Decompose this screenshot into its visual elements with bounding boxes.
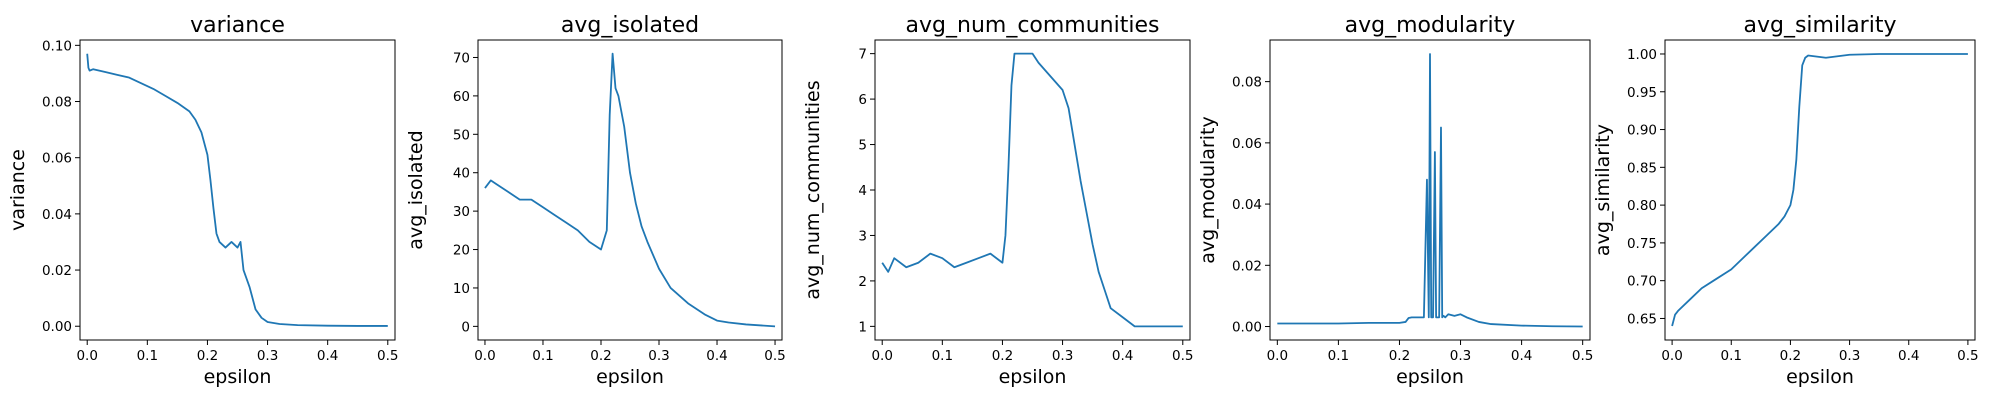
x-tick-label-0-0: 0.0 <box>76 348 97 364</box>
series-line-4 <box>1671 53 1968 327</box>
axes-frame-3 <box>1269 39 1591 341</box>
y-axis-label-0: variance <box>7 149 29 231</box>
x-tick-label-2-3: 0.3 <box>1052 348 1073 364</box>
x-tick-label-3-4: 0.4 <box>1511 348 1532 364</box>
x-tick-label-4-5: 0.5 <box>1957 348 1978 364</box>
axes-frame-0 <box>79 39 396 341</box>
y-tick-label-1-1: 10 <box>453 281 470 297</box>
x-tick-label-1-1: 0.1 <box>532 348 553 364</box>
y-axis-label-1: avg_isolated <box>405 130 427 249</box>
chart-title-0: variance <box>190 13 285 38</box>
y-tick-label-4-4: 0.85 <box>1627 160 1657 176</box>
subplot-4: 0.0 0.1 0.2 0.3 0.4 0.5 0.65 0.70 0.75 0.80 0.85 0.… <box>1592 13 1979 388</box>
y-tick-label-2-5: 6 <box>858 92 867 108</box>
y-tick-label-1-7: 70 <box>453 50 470 66</box>
x-tick-label-3-0: 0.0 <box>1267 348 1288 364</box>
y-tick-label-3-2: 0.04 <box>1232 197 1262 213</box>
series-line-3 <box>1277 53 1583 328</box>
y-tick-label-1-0: 0 <box>461 319 470 335</box>
x-tick-label-4-4: 0.4 <box>1898 348 1919 364</box>
y-tick-label-4-3: 0.80 <box>1627 198 1657 214</box>
x-tick-label-1-4: 0.4 <box>706 348 727 364</box>
y-tick-label-0-3: 0.06 <box>42 151 72 167</box>
x-tick-label-1-2: 0.2 <box>590 348 611 364</box>
y-tick-label-2-4: 5 <box>858 138 867 154</box>
subplot-2: 0.0 0.1 0.2 0.3 0.4 0.5 1 2 3 4 5 6 7 avg_num_communi… <box>802 13 1194 388</box>
series-line-0 <box>86 53 388 327</box>
y-tick-label-3-1: 0.02 <box>1232 258 1262 274</box>
subplot-1: 0.0 0.1 0.2 0.3 0.4 0.5 0 10 20 30 40 50 60 70 avg_iso… <box>405 13 786 388</box>
x-tick-label-0-4: 0.4 <box>317 348 338 364</box>
x-tick-label-0-3: 0.3 <box>257 348 278 364</box>
x-tick-label-3-1: 0.1 <box>1328 348 1349 364</box>
y-tick-label-3-4: 0.08 <box>1232 75 1262 91</box>
y-tick-label-2-0: 1 <box>858 319 867 335</box>
y-tick-label-1-5: 50 <box>453 127 470 143</box>
x-axis-label-3: epsilon <box>1396 366 1464 388</box>
y-tick-label-0-1: 0.02 <box>42 263 72 279</box>
axes-frame-2 <box>874 39 1191 341</box>
y-tick-label-3-0: 0.00 <box>1232 320 1262 336</box>
x-axis-label-4: epsilon <box>1786 366 1854 388</box>
y-tick-label-2-6: 7 <box>858 47 867 63</box>
chart-title-3: avg_modularity <box>1345 13 1516 38</box>
y-tick-label-4-5: 0.90 <box>1627 123 1657 139</box>
chart-title-1: avg_isolated <box>561 13 699 38</box>
x-tick-label-3-5: 0.5 <box>1572 348 1593 364</box>
y-tick-label-2-2: 3 <box>858 228 867 244</box>
x-tick-label-0-5: 0.5 <box>377 348 398 364</box>
axes-frame-4 <box>1664 39 1976 341</box>
x-axis-label-2: epsilon <box>999 366 1067 388</box>
axes-frame-1 <box>477 39 783 341</box>
y-tick-label-4-2: 0.75 <box>1627 236 1657 252</box>
x-tick-label-1-0: 0.0 <box>474 348 495 364</box>
x-tick-label-0-2: 0.2 <box>197 348 218 364</box>
x-tick-label-3-3: 0.3 <box>1450 348 1471 364</box>
series-line-2 <box>881 52 1183 328</box>
x-tick-label-4-0: 0.0 <box>1661 348 1682 364</box>
series-line-1 <box>484 52 776 328</box>
y-tick-label-3-3: 0.06 <box>1232 136 1262 152</box>
x-tick-label-4-2: 0.2 <box>1780 348 1801 364</box>
y-tick-label-1-4: 40 <box>453 166 470 182</box>
subplot-3: 0.0 0.1 0.2 0.3 0.4 0.5 0.00 0.02 0.04 0.06 0.08 av… <box>1197 13 1593 388</box>
chart-title-2: avg_num_communities <box>906 13 1160 38</box>
y-axis-label-2: avg_num_communities <box>802 80 824 299</box>
x-tick-label-2-0: 0.0 <box>871 348 892 364</box>
y-tick-label-0-5: 0.10 <box>42 38 72 54</box>
x-tick-label-0-1: 0.1 <box>137 348 158 364</box>
x-tick-label-1-3: 0.3 <box>648 348 669 364</box>
y-tick-label-0-0: 0.00 <box>42 319 72 335</box>
chart-title-4: avg_similarity <box>1744 13 1897 38</box>
subplot-0: 0.0 0.1 0.2 0.3 0.4 0.5 0.00 0.02 0.04 0.06 0.08 0.… <box>7 13 399 388</box>
y-tick-label-2-1: 2 <box>858 274 867 290</box>
x-tick-label-4-1: 0.1 <box>1721 348 1742 364</box>
x-tick-label-3-2: 0.2 <box>1389 348 1410 364</box>
x-tick-label-1-5: 0.5 <box>764 348 785 364</box>
x-tick-label-4-3: 0.3 <box>1839 348 1860 364</box>
y-tick-label-1-6: 60 <box>453 89 470 105</box>
y-tick-label-0-4: 0.08 <box>42 95 72 111</box>
y-tick-label-1-3: 30 <box>453 204 470 220</box>
y-tick-label-2-3: 4 <box>858 183 867 199</box>
x-tick-label-2-4: 0.4 <box>1112 348 1133 364</box>
y-tick-label-1-2: 20 <box>453 243 470 259</box>
y-tick-label-4-0: 0.65 <box>1627 311 1657 327</box>
y-tick-label-4-6: 0.95 <box>1627 85 1657 101</box>
y-axis-label-3: avg_modularity <box>1197 116 1219 263</box>
x-tick-label-2-2: 0.2 <box>992 348 1013 364</box>
y-tick-label-4-1: 0.70 <box>1627 274 1657 290</box>
x-axis-label-0: epsilon <box>204 366 272 388</box>
x-axis-label-1: epsilon <box>596 366 664 388</box>
y-axis-label-4: avg_similarity <box>1592 124 1614 256</box>
x-tick-label-2-1: 0.1 <box>932 348 953 364</box>
y-tick-label-4-7: 1.00 <box>1627 47 1657 63</box>
y-tick-label-0-2: 0.04 <box>42 207 72 223</box>
x-tick-label-2-5: 0.5 <box>1172 348 1193 364</box>
